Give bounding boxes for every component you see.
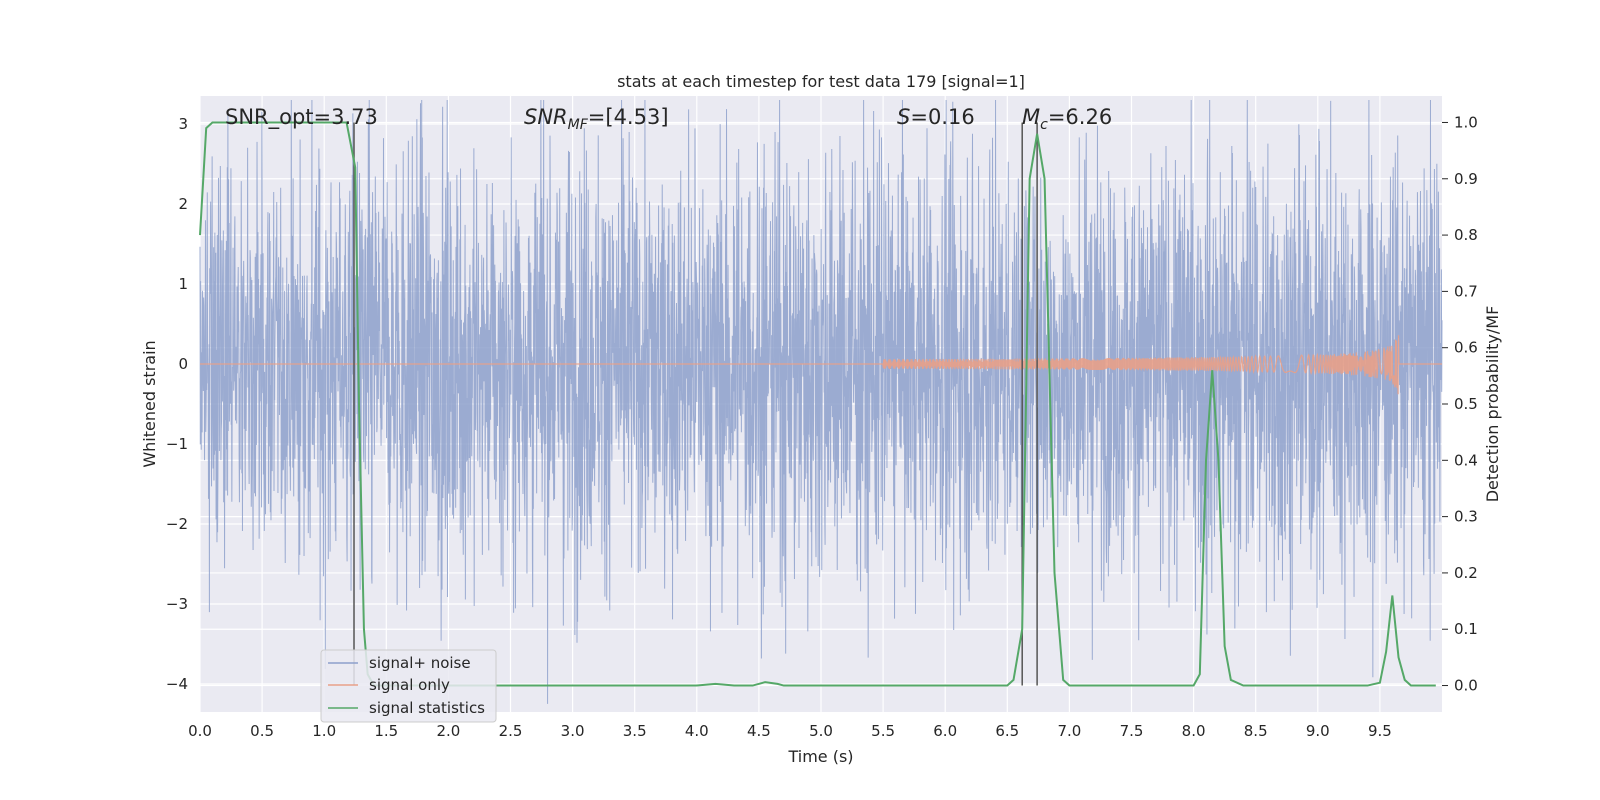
y-left-tick-label: −2 — [166, 515, 188, 533]
legend: signal+ noise signal only signal statist… — [320, 649, 497, 723]
chart-title: stats at each timestep for test data 179… — [617, 72, 1025, 91]
x-tick-label: 9.5 — [1368, 722, 1392, 740]
x-tick-label: 5.5 — [871, 722, 895, 740]
y-right-tick-label: 1.0 — [1454, 113, 1478, 131]
series-signal-only — [200, 335, 1442, 395]
annotation-snr-opt: SNR_opt=3.73 — [225, 105, 378, 130]
x-tick-label: 7.5 — [1120, 722, 1144, 740]
signal-statistics-line — [199, 121, 1436, 687]
y-right-tick-label: 0.5 — [1454, 395, 1478, 413]
annotation-snr-mf: SNRMF=[4.53] — [524, 105, 669, 133]
series-signal-statistics — [199, 121, 1436, 687]
x-tick-label: 6.5 — [995, 722, 1019, 740]
x-tick-label: 9.0 — [1306, 722, 1330, 740]
y-left-tick-label: 0 — [178, 355, 188, 373]
x-tick-label: 0.5 — [250, 722, 274, 740]
y-right-tick-label: 0.0 — [1454, 677, 1478, 695]
legend-label-signal-statistics: signal statistics — [369, 699, 485, 717]
x-tick-label: 3.5 — [623, 722, 647, 740]
y-left-tick-label: −3 — [166, 595, 188, 613]
x-tick-label: 8.0 — [1182, 722, 1206, 740]
y-left-tick-label: 1 — [178, 275, 188, 293]
y-left-tick-label: 3 — [178, 115, 188, 133]
legend-box — [320, 649, 497, 723]
x-tick-label: 2.5 — [499, 722, 523, 740]
y-right-tick-label: 0.6 — [1454, 339, 1478, 357]
x-tick-label: 1.0 — [312, 722, 336, 740]
signal-noise-line — [199, 99, 1443, 704]
x-tick-label: 3.0 — [561, 722, 585, 740]
y-right-tick-label: 0.3 — [1454, 508, 1478, 526]
legend-label-signal-noise: signal+ noise — [369, 654, 471, 672]
y-left-tick-label: −1 — [166, 435, 188, 453]
y-right-tick-label: 0.2 — [1454, 564, 1478, 582]
x-tick-label: 7.0 — [1057, 722, 1081, 740]
x-tick-label: 4.5 — [747, 722, 771, 740]
y-left-axis-ticks: 3 2 1 0 −1 −2 −3 −4 — [166, 115, 188, 693]
annotation-s: S=0.16 — [897, 105, 975, 129]
x-axis-ticks: 0.0 0.5 1.0 1.5 2.0 2.5 3.0 3.5 4.0 4.5 5.0 5.5 6.0 6… — [188, 722, 1392, 740]
y-left-tick-label: 2 — [178, 195, 188, 213]
y-right-tick-label: 0.4 — [1454, 451, 1478, 469]
y-right-axis-ticks: 1.0 0.9 0.8 0.7 0.6 0.5 0.4 0.3 0.2 0.1 0.0 — [1442, 113, 1478, 695]
x-tick-label: 6.0 — [933, 722, 957, 740]
y-right-axis-label: Detection probability/MF — [1483, 306, 1502, 503]
x-axis-label: Time (s) — [787, 747, 853, 766]
y-left-axis-label: Whitened strain — [140, 340, 159, 467]
signal-only-line — [200, 335, 1442, 395]
x-tick-label: 5.0 — [809, 722, 833, 740]
series-signal-noise — [199, 99, 1443, 704]
x-tick-label: 0.0 — [188, 722, 212, 740]
y-left-tick-label: −4 — [166, 675, 188, 693]
x-tick-label: 4.0 — [685, 722, 709, 740]
legend-label-signal-only: signal only — [369, 676, 450, 694]
y-right-tick-label: 0.8 — [1454, 226, 1478, 244]
y-right-tick-label: 0.7 — [1454, 282, 1478, 300]
annotation-mc: Mc=6.26 — [1022, 105, 1112, 133]
y-right-tick-label: 0.1 — [1454, 620, 1478, 638]
x-tick-label: 2.0 — [436, 722, 460, 740]
y-right-tick-label: 0.9 — [1454, 170, 1478, 188]
x-tick-label: 8.5 — [1244, 722, 1268, 740]
x-tick-label: 1.5 — [374, 722, 398, 740]
